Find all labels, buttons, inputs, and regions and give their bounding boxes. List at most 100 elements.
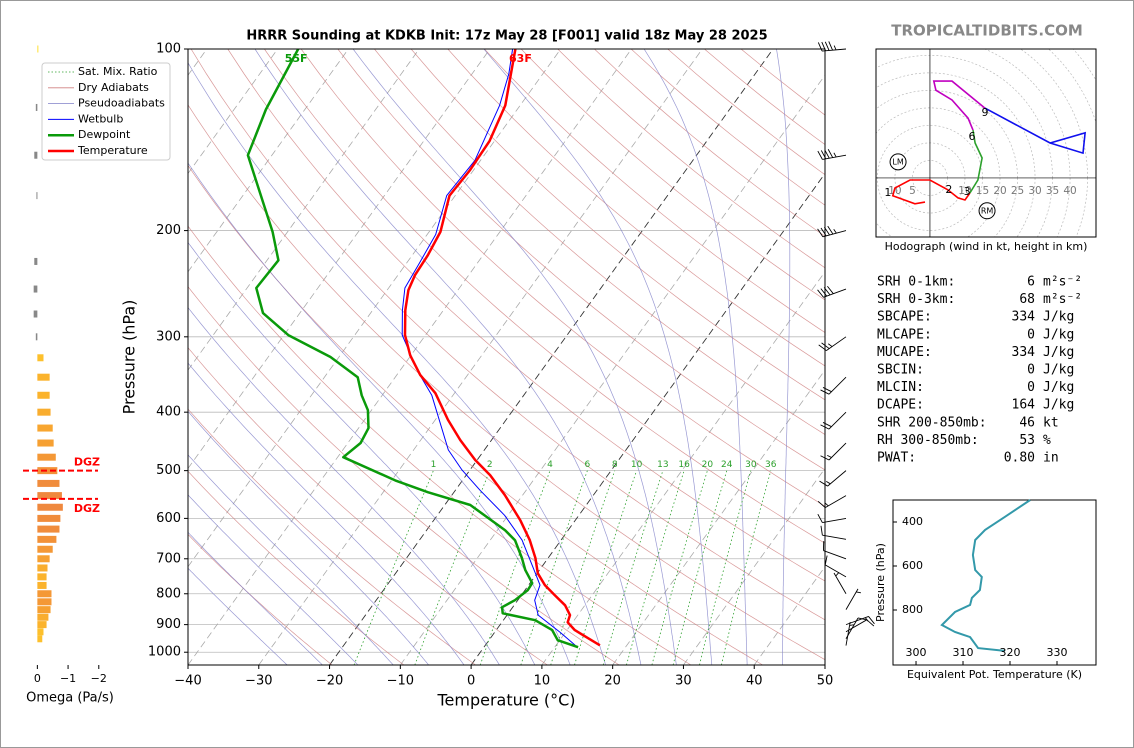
omega-bar <box>37 391 50 399</box>
wind-barb <box>817 225 847 238</box>
isotherm <box>541 271 825 665</box>
omega-bar <box>37 467 58 475</box>
stat-unit: % <box>1043 433 1051 448</box>
stat-value: 53 <box>1019 433 1035 448</box>
dry-adiabat <box>188 286 620 665</box>
y-axis-label: Pressure (hPa) <box>874 543 887 622</box>
stat-label: MLCAPE: <box>877 327 932 342</box>
stat-value: 334 <box>1012 310 1036 325</box>
wind-barb <box>820 376 847 395</box>
ring-label: 20 <box>993 185 1006 197</box>
height-marker: 9 <box>981 106 988 119</box>
storm-motion-label: RM <box>981 206 994 215</box>
pseudoadiabat <box>643 49 748 665</box>
wind-barb <box>820 525 847 540</box>
omega-bar <box>37 525 60 533</box>
wind-barb <box>820 411 847 430</box>
omega-bar <box>36 192 38 200</box>
stat-unit: J/kg <box>1043 345 1074 360</box>
mixing-ratio-line <box>574 470 637 665</box>
mixing-ratio-line <box>699 470 752 665</box>
isotherm <box>188 49 491 470</box>
x-tick-label: 0 <box>467 674 475 689</box>
y-tick-label: 100 <box>156 42 181 57</box>
wind-barb <box>817 41 847 52</box>
y-axis-label: Pressure (hPa) <box>120 300 139 415</box>
dry-adiabat <box>188 104 825 661</box>
x-tick-label: 0 <box>34 672 41 685</box>
x-tick-label: 30 <box>675 674 692 689</box>
mixing-ratio-label: 16 <box>678 460 690 470</box>
omega-bar <box>37 424 53 432</box>
pseudoadiabat <box>188 494 359 665</box>
y-tick-label: 800 <box>156 586 181 601</box>
stat-unit: m²s⁻² <box>1043 292 1082 307</box>
x-tick-label: 40 <box>746 674 763 689</box>
omega-bar <box>37 606 51 614</box>
isotherm <box>188 49 420 371</box>
x-tick-label: −20 <box>316 674 343 689</box>
storm-motion-marker <box>978 202 996 220</box>
omega-bar <box>37 453 56 461</box>
dry-adiabat <box>190 49 825 621</box>
omega-bar <box>37 613 49 621</box>
y-tick-label: 900 <box>156 617 181 632</box>
stat-value: 164 <box>1012 398 1036 413</box>
isotherm <box>470 172 825 665</box>
dry-adiabat <box>264 49 825 544</box>
hodograph-frame <box>875 48 1097 238</box>
x-tick-label: −1 <box>60 672 76 685</box>
mixing-ratio-label: 2 <box>487 460 493 470</box>
mixing-ratio-line <box>602 470 664 665</box>
height-marker: 1 <box>884 186 891 199</box>
stat-unit: in <box>1043 451 1059 466</box>
omega-bar <box>37 598 52 606</box>
omega-bar <box>35 333 38 341</box>
legend-label: Pseudoadiabats <box>78 97 165 110</box>
omega-bar <box>37 545 53 553</box>
wind-barb <box>845 588 861 610</box>
profile-line <box>401 49 576 646</box>
ring-label: 30 <box>1028 185 1041 197</box>
wind-barb <box>818 336 847 351</box>
wind-barb <box>819 470 847 487</box>
surface-label: 55F <box>285 52 308 65</box>
mixing-ratio-label: 30 <box>745 460 757 470</box>
mixing-ratio-line <box>672 470 728 665</box>
x-tick-label: −40 <box>174 674 201 689</box>
stat-label: MUCAPE: <box>877 345 932 360</box>
omega-bar <box>37 581 47 589</box>
wind-barb <box>845 619 875 633</box>
pseudoadiabat <box>188 454 394 665</box>
isotherm <box>400 74 825 665</box>
stat-label: DCAPE: <box>877 398 924 413</box>
x-axis-label: Omega (Pa/s) <box>26 691 114 706</box>
stat-value: 6 <box>1027 275 1035 290</box>
dry-adiabat <box>300 49 825 507</box>
mixing-ratio-label: 4 <box>547 460 553 470</box>
legend-label: Dry Adiabats <box>78 81 149 94</box>
dry-adiabat <box>447 49 825 367</box>
stat-unit: J/kg <box>1043 398 1074 413</box>
stat-unit: kt <box>1043 415 1059 430</box>
omega-bar <box>37 635 43 643</box>
x-tick-label: 310 <box>953 646 974 659</box>
pseudoadiabat <box>188 162 571 665</box>
wind-barb <box>820 442 847 461</box>
pseudoadiabat <box>188 567 288 665</box>
mixing-ratio-line <box>414 470 491 665</box>
ring-label: 40 <box>1063 185 1076 197</box>
stat-label: SRH 0-1km: <box>877 275 955 290</box>
legend-label: Sat. Mix. Ratio <box>78 65 158 78</box>
y-tick-label: 400 <box>902 515 923 528</box>
wind-barb <box>845 621 855 646</box>
x-tick-label: −10 <box>387 674 414 689</box>
y-tick-label: 400 <box>156 405 181 420</box>
stat-label: SHR 200-850mb: <box>877 415 987 430</box>
mixing-ratio-line <box>479 470 551 665</box>
y-tick-label: 300 <box>156 329 181 344</box>
stat-unit: J/kg <box>1043 363 1074 378</box>
height-marker: 6 <box>968 130 975 143</box>
x-tick-label: 20 <box>604 674 621 689</box>
skewt-background <box>188 49 825 665</box>
